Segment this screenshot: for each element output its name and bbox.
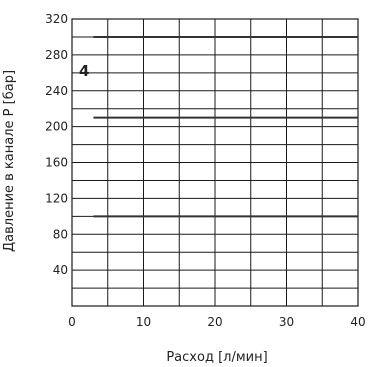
x-axis-title: Расход [л/мин] xyxy=(166,350,267,365)
series-group xyxy=(93,35,358,218)
panel-label: 4 xyxy=(79,62,89,80)
y-tick-label: 200 xyxy=(45,120,68,134)
y-tick-label: 80 xyxy=(53,227,68,241)
y-tick-label: 40 xyxy=(53,263,68,277)
plot-frame xyxy=(71,18,359,307)
x-tick-label: 40 xyxy=(350,315,365,329)
y-tick-label: 160 xyxy=(45,156,68,170)
tick-labels: 0 10 20 30 40 40 80 120 160 200 240 280 320 xyxy=(45,12,366,329)
y-tick-label: 280 xyxy=(45,48,68,62)
x-tick-label: 20 xyxy=(207,315,222,329)
grid xyxy=(71,18,359,307)
x-tick-label: 0 xyxy=(68,315,76,329)
y-tick-label: 240 xyxy=(45,84,68,98)
y-tick-label: 320 xyxy=(45,12,68,26)
y-axis-title: Давление в канале P [бар] xyxy=(2,70,17,252)
x-tick-label: 30 xyxy=(279,315,294,329)
y-tick-label: 120 xyxy=(45,191,68,205)
x-tick-label: 10 xyxy=(136,315,151,329)
